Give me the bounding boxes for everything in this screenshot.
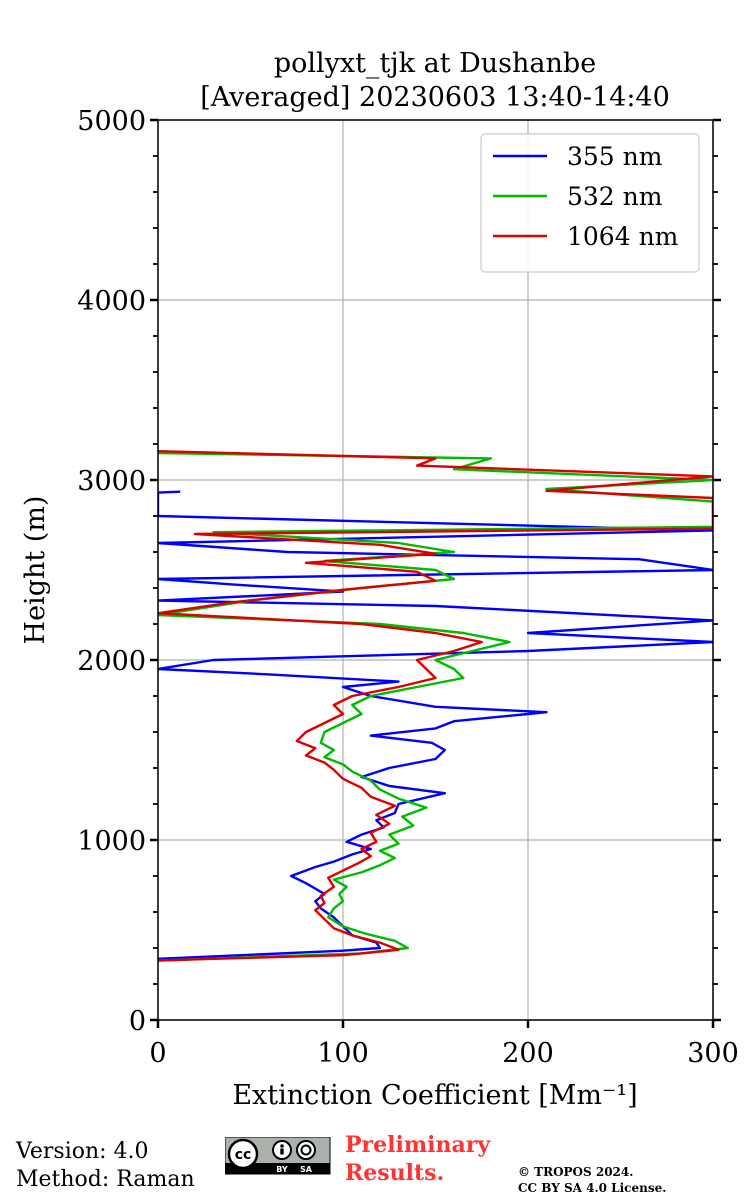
x-tick-label: 100 <box>317 1038 369 1069</box>
chart-subtitle: [Averaged] 20230603 13:40-14:40 <box>200 82 670 113</box>
legend: 355 nm 532 nm 1064 nm <box>480 133 700 273</box>
series-lines <box>158 450 713 962</box>
preliminary-results-line1: Preliminary <box>345 1132 491 1158</box>
plot-frame <box>157 119 714 1021</box>
method-text: Method: Raman <box>16 1167 195 1192</box>
by-label: BY <box>276 1165 288 1174</box>
axis-ticks <box>150 118 721 1028</box>
legend-entry: 532 nm <box>567 182 663 211</box>
y-tick-label: 0 <box>129 1006 146 1037</box>
cc-icon: cc <box>235 1147 252 1163</box>
x-tick-label: 0 <box>149 1038 166 1069</box>
copyright-line2: CC BY SA 4.0 License. <box>518 1181 667 1195</box>
preliminary-results-line2: Results. <box>345 1160 445 1186</box>
chart-title: pollyxt_tjk at Dushanbe <box>274 48 596 79</box>
sa-label: SA <box>300 1165 313 1174</box>
x-tick-label: 300 <box>687 1038 739 1069</box>
series-line-355-nm <box>158 490 713 960</box>
y-tick-label: 5000 <box>77 106 146 137</box>
legend-entry: 1064 nm <box>567 222 679 251</box>
legend-entry: 355 nm <box>567 142 663 171</box>
copyright-line1: © TROPOS 2024. <box>518 1165 634 1179</box>
legend-box <box>480 133 700 273</box>
y-tick-label: 2000 <box>77 646 146 677</box>
x-tick-label: 200 <box>502 1038 554 1069</box>
x-axis-label: Extinction Coefficient [Mm⁻¹] <box>232 1080 637 1111</box>
version-text: Version: 4.0 <box>16 1139 149 1164</box>
sa-icon <box>296 1140 316 1160</box>
y-tick-label: 3000 <box>77 466 146 497</box>
y-axis-label: Height (m) <box>20 496 51 645</box>
y-tick-label: 1000 <box>77 826 146 857</box>
y-tick-label: 4000 <box>77 286 146 317</box>
series-line-1064-nm <box>158 450 713 962</box>
cc-license-badge: cc BY SA <box>225 1137 331 1175</box>
